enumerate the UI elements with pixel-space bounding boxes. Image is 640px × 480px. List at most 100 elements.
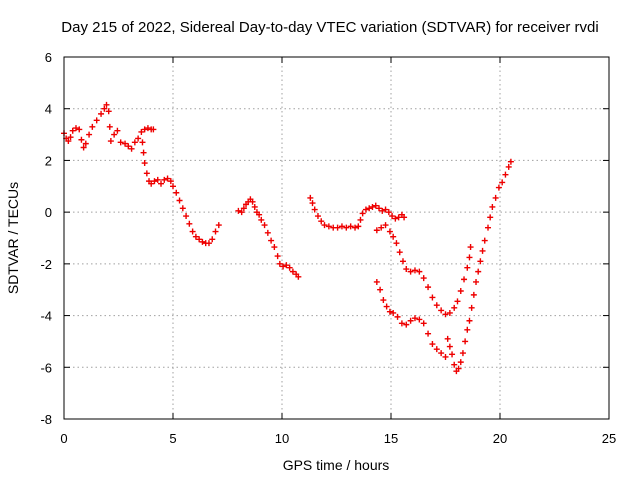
grid [64,57,609,419]
data-point [89,123,96,130]
data-point [158,180,165,187]
data-point [148,180,155,187]
data-point [468,304,475,311]
x-tick-label: 15 [384,431,398,446]
data-point [167,178,174,185]
data-point [82,140,89,147]
data-point [399,258,406,265]
data-point [401,214,408,221]
data-point [135,135,142,142]
data-point [111,131,118,138]
data-point [212,228,219,235]
data-point [372,202,379,209]
data-point [76,126,83,133]
data-point [65,138,72,145]
data-point [192,233,199,240]
data-point [151,178,158,185]
data-point [325,223,332,230]
data-point [209,236,216,243]
data-point [258,216,265,223]
data-point [205,240,212,247]
data-point [479,247,486,254]
data-point [505,163,512,170]
data-point [140,149,147,156]
data-point [67,134,74,141]
data-point [462,338,469,345]
data-point [264,229,271,236]
data-point [196,236,203,243]
data-point [139,139,146,146]
data-point [170,183,176,190]
data-point [240,205,247,212]
data-point [429,341,436,348]
data-point [502,171,509,178]
data-point [451,304,458,311]
data-point [274,253,281,260]
data-point [390,233,397,240]
data-point [466,254,473,261]
data-point [256,211,263,218]
y-tick-label: 2 [45,153,52,168]
data-point [438,307,445,314]
data-point [122,140,129,147]
data-point [398,320,405,327]
data-point [407,268,414,275]
data-point [386,308,393,315]
x-axis-label: GPS time / hours [283,457,390,473]
data-point [507,158,514,165]
data-point [446,343,453,350]
data-point [373,278,380,285]
data-point [451,361,458,368]
x-tick-label: 5 [169,431,176,446]
data-point [309,200,316,207]
data-point [338,223,345,230]
data-point [389,213,396,220]
data-point [373,227,380,234]
data-point [141,126,148,133]
data-point [466,317,473,324]
data-point [429,294,436,301]
data-point [150,126,157,133]
data-point [295,273,302,280]
y-tick-label: -8 [40,412,52,427]
data-point [378,224,385,231]
data-point [314,213,321,220]
data-point [444,335,451,342]
data-point [442,353,449,360]
data-point [261,222,268,229]
data-point [489,203,496,210]
x-tick-label: 20 [493,431,507,446]
data-point [72,125,79,132]
data-point [470,291,477,298]
data-point [343,224,350,231]
data-point [394,313,401,320]
data-point [80,144,87,151]
data-point [215,222,222,229]
data-point [457,359,464,366]
data-point [392,215,399,222]
y-tick-label: 6 [45,50,52,65]
data-point [176,197,183,204]
data-point [383,303,390,310]
data-point [238,209,245,216]
plot-frame [63,56,610,420]
data-point [420,320,427,327]
data-point [318,218,325,225]
data-point [334,224,341,231]
data-point [487,214,494,221]
data-point [114,127,121,134]
data-point [455,365,462,372]
data-point [446,309,453,316]
data-point [495,184,502,191]
data-point [199,238,206,245]
data-point [385,209,392,216]
data-point [461,276,468,283]
data-point [403,266,410,273]
data-point [425,330,432,337]
data-point [416,268,423,275]
data-point [377,286,384,293]
data-point [355,223,362,230]
data-point [411,315,418,322]
data-point [289,268,296,275]
data-point [144,125,151,132]
